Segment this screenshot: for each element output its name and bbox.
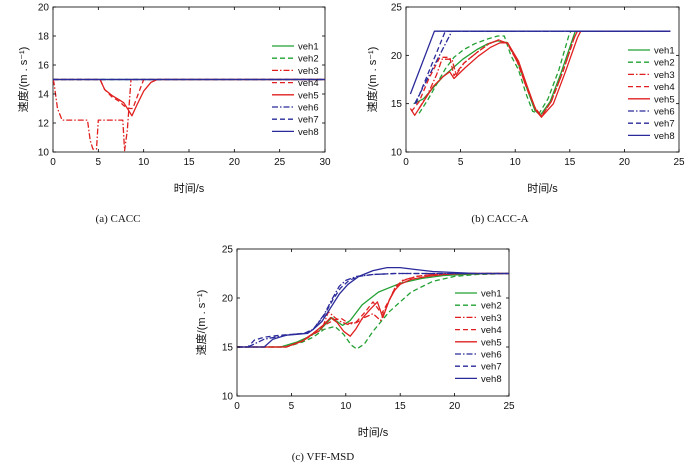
x-tick-label: 15 (564, 157, 576, 168)
x-tick-label: 5 (289, 401, 295, 412)
y-tick-label: 16 (38, 61, 50, 72)
series-line-veh2 (418, 30, 671, 114)
chart-panel-0: 0 5 10 15 20 25 30 10 12 14 16 18 20 时间/s 速度/(m . s⁻¹)… (16, 3, 331, 226)
x-tick-label: 20 (619, 157, 631, 168)
plot-area (409, 30, 671, 118)
series-line-veh8 (237, 266, 509, 348)
x-tick-label: 0 (403, 157, 409, 168)
series-line-veh6 (237, 272, 509, 348)
y-tick-label: 10 (391, 148, 403, 159)
x-tick-label: 0 (234, 401, 240, 412)
legend-label-veh1: veh1 (481, 289, 502, 300)
plot-frame (405, 6, 680, 153)
legend-label-veh8: veh8 (298, 127, 319, 138)
x-axis-title: 时间/s (174, 182, 205, 195)
x-tick-label: 5 (458, 157, 464, 168)
legend-label-veh1: veh1 (298, 42, 319, 53)
y-tick-label: 15 (222, 343, 234, 354)
y-tick-label: 20 (38, 3, 50, 14)
legend-label-veh7: veh7 (298, 115, 319, 126)
legend-label-veh6: veh6 (481, 350, 502, 361)
series-line-veh4 (53, 78, 325, 110)
x-tick-label: 20 (229, 157, 241, 168)
y-tick-label: 25 (391, 3, 403, 14)
x-tick-label: 25 (274, 157, 286, 168)
panel-caption: (c) VFF-MSD (292, 451, 355, 463)
legend-label-veh8: veh8 (481, 374, 502, 385)
x-tick-label: 10 (138, 157, 150, 168)
legend-label-veh1: veh1 (654, 46, 675, 57)
plot-area (53, 78, 325, 152)
plot-area (237, 266, 509, 350)
legend-label-veh5: veh5 (298, 90, 319, 101)
legend-label-veh2: veh2 (481, 301, 502, 312)
series-line-veh1 (413, 30, 671, 116)
x-tick-label: 25 (503, 401, 515, 412)
series-line-veh2 (237, 272, 509, 350)
legend-label-veh5: veh5 (481, 337, 502, 348)
y-tick-label: 10 (38, 148, 50, 159)
y-axis-title: 速度/(m . s⁻¹) (194, 290, 208, 356)
x-axis-title: 时间/s (527, 182, 558, 195)
y-tick-label: 18 (38, 32, 50, 43)
x-axis-title: 时间/s (358, 426, 389, 439)
legend-label-veh6: veh6 (298, 103, 319, 114)
legend-label-veh4: veh4 (654, 82, 675, 93)
panel-caption: (a) CACC (96, 213, 141, 225)
legend-label-veh2: veh2 (298, 54, 319, 65)
x-tick-label: 15 (395, 401, 407, 412)
legend-label-veh4: veh4 (298, 78, 319, 89)
legend-label-veh6: veh6 (654, 107, 675, 118)
y-tick-label: 25 (222, 245, 234, 256)
legend-label-veh8: veh8 (654, 131, 675, 142)
legend-label-veh7: veh7 (481, 362, 502, 373)
x-tick-label: 0 (50, 157, 56, 168)
series-line-veh7 (237, 272, 509, 348)
x-tick-label: 20 (449, 401, 461, 412)
y-tick-label: 12 (38, 119, 50, 130)
y-axis-title: 速度/(m . s⁻¹) (365, 47, 379, 113)
series-line-veh3 (237, 272, 509, 348)
y-tick-label: 20 (391, 51, 403, 62)
legend-label-veh2: veh2 (654, 58, 675, 69)
series-line-veh5 (237, 272, 509, 348)
y-axis-title: 速度/(m . s⁻¹) (16, 47, 30, 113)
y-tick-label: 15 (391, 99, 403, 110)
legend-label-veh3: veh3 (481, 313, 502, 324)
series-line-veh5 (409, 30, 671, 118)
series-line-veh8 (409, 30, 671, 95)
x-tick-label: 30 (319, 157, 331, 168)
series-line-veh3 (53, 78, 325, 152)
x-tick-label: 10 (340, 401, 352, 412)
legend-label-veh3: veh3 (654, 70, 675, 81)
x-tick-label: 25 (673, 157, 685, 168)
plot-frame (236, 248, 510, 397)
legend-label-veh5: veh5 (654, 94, 675, 105)
x-tick-label: 15 (183, 157, 195, 168)
legend-label-veh4: veh4 (481, 325, 502, 336)
panel-caption: (b) CACC-A (471, 213, 528, 225)
y-tick-label: 10 (222, 392, 234, 403)
series-line-veh5 (53, 78, 325, 117)
x-tick-label: 5 (96, 157, 102, 168)
series-line-veh4 (410, 30, 671, 117)
legend-label-veh3: veh3 (298, 66, 319, 77)
y-tick-label: 20 (222, 294, 234, 305)
legend-label-veh7: veh7 (654, 119, 675, 130)
x-tick-label: 10 (510, 157, 522, 168)
y-tick-label: 14 (38, 90, 50, 101)
